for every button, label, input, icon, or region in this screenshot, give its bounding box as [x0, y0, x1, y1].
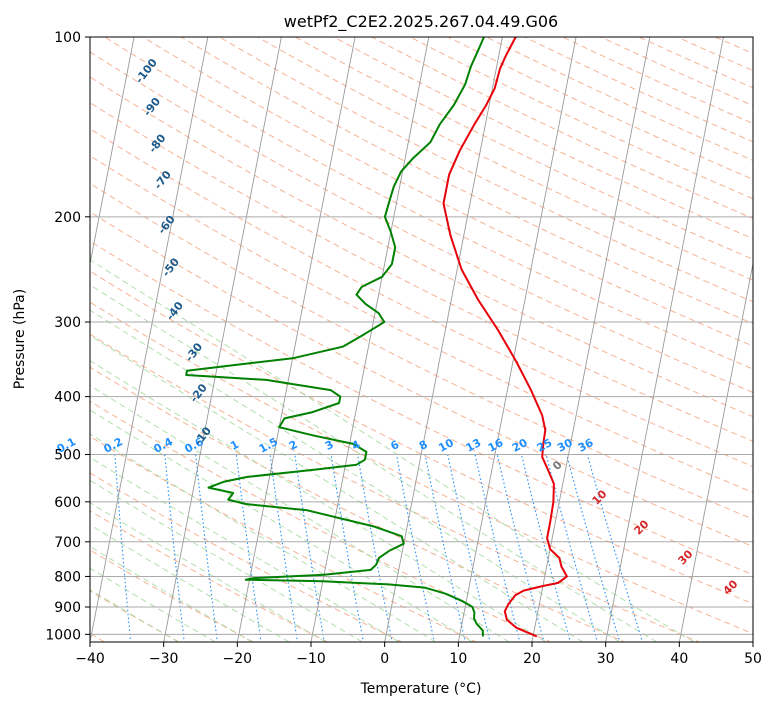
moist-adiabat — [90, 456, 400, 642]
mixing-ratio-line — [496, 454, 545, 642]
mixing-ratio-label: 36 — [576, 436, 596, 455]
y-tick-label: 800 — [54, 569, 81, 585]
mixing-ratio-line — [474, 454, 521, 642]
mixing-ratio-line — [520, 454, 571, 642]
isotherm-line — [531, 37, 651, 642]
isotherm-line — [90, 37, 209, 642]
mixing-ratio-label: 30 — [555, 436, 575, 455]
moist-adiabat — [90, 284, 658, 642]
y-axis: 100 200 300 400 500 600 700 800 900 1000 — [45, 30, 90, 643]
mixing-ratio-line — [269, 454, 299, 642]
mixing-ratio-label: 20 — [510, 436, 530, 455]
moist-adiabat — [90, 545, 254, 642]
y-tick-label: 300 — [54, 315, 81, 331]
mixing-ratio-line — [294, 454, 325, 642]
y-tick-label: 700 — [54, 535, 81, 551]
moist-adiabat — [90, 360, 547, 642]
x-tick-label: 20 — [523, 651, 541, 667]
y-tick-label: 900 — [54, 600, 81, 616]
dry-adiabat — [90, 76, 753, 418]
moist-adiabat — [90, 433, 437, 642]
grid-lines — [90, 37, 753, 642]
y-axis-label: Pressure (hPa) — [12, 289, 28, 389]
dry-adiabat — [90, 472, 403, 642]
isotherm-line — [310, 37, 430, 642]
y-tick-label: 600 — [54, 495, 81, 511]
moist-adiabat — [90, 589, 180, 642]
y-tick-label: 200 — [54, 210, 81, 226]
mixing-ratio-line — [424, 454, 466, 642]
dry-adiabat — [90, 510, 329, 642]
x-tick-label: −30 — [149, 651, 179, 667]
mixing-ratio-label: 25 — [535, 436, 555, 455]
mixing-ratio-line — [395, 454, 435, 642]
moist-adiabat — [90, 384, 511, 642]
profile-series — [185, 37, 568, 638]
plot-frame — [89, 36, 754, 643]
isotherm-line — [90, 37, 135, 267]
y-tick-label: 100 — [54, 30, 81, 46]
x-tick-label: 40 — [670, 651, 688, 667]
mixing-ratio-label: 16 — [486, 436, 506, 455]
y-tick-label: 1000 — [45, 627, 81, 643]
dry-adiabat — [142, 37, 753, 347]
x-tick-label: −40 — [75, 651, 105, 667]
mixing-ratio-line — [566, 454, 621, 642]
mixing-ratio-line — [586, 454, 644, 642]
dry-adiabat — [90, 240, 753, 576]
dry-adiabat — [90, 301, 753, 635]
isotherm-line — [605, 37, 724, 642]
profile-line — [442, 37, 568, 638]
moist-adiabat — [90, 502, 327, 642]
isotherm-line — [457, 37, 577, 642]
x-axis-label: Temperature (°C) — [360, 681, 482, 697]
isotherm-line — [163, 37, 282, 642]
mixing-ratio-label: 13 — [464, 436, 484, 455]
x-tick-label: 50 — [744, 651, 762, 667]
dry-adiabat — [90, 155, 753, 494]
y-tick-label: 500 — [54, 448, 81, 464]
moist-adiabat — [90, 309, 621, 642]
dry-adiabat — [90, 366, 626, 642]
x-tick-label: 10 — [449, 651, 467, 667]
isotherm-line — [236, 37, 356, 642]
profile-line — [185, 37, 485, 637]
dry-adiabat — [90, 435, 478, 642]
isotherm-line — [678, 261, 753, 642]
x-tick-label: −10 — [296, 651, 326, 667]
mixing-ratio-line — [330, 454, 364, 642]
mixing-ratio-line — [545, 454, 598, 642]
background-lines — [90, 37, 753, 642]
moist-adiabat — [90, 334, 584, 642]
chart-title: wetPf2_C2E2.2025.267.04.49.G06 — [284, 12, 558, 32]
moist-adiabat — [90, 524, 290, 642]
x-tick-label: 0 — [380, 651, 389, 667]
x-tick-label: 30 — [597, 651, 615, 667]
x-tick-label: −20 — [223, 651, 253, 667]
dry-adiabat — [90, 182, 753, 520]
mixing-ratio-label: 10 — [436, 436, 456, 455]
y-tick-label: 400 — [54, 390, 81, 406]
dry-adiabat — [90, 270, 753, 605]
moist-adiabat — [90, 479, 364, 642]
moist-adiabat — [90, 567, 217, 642]
x-axis: −40 −30 −20 −10 0 10 20 30 40 50 — [75, 642, 762, 667]
